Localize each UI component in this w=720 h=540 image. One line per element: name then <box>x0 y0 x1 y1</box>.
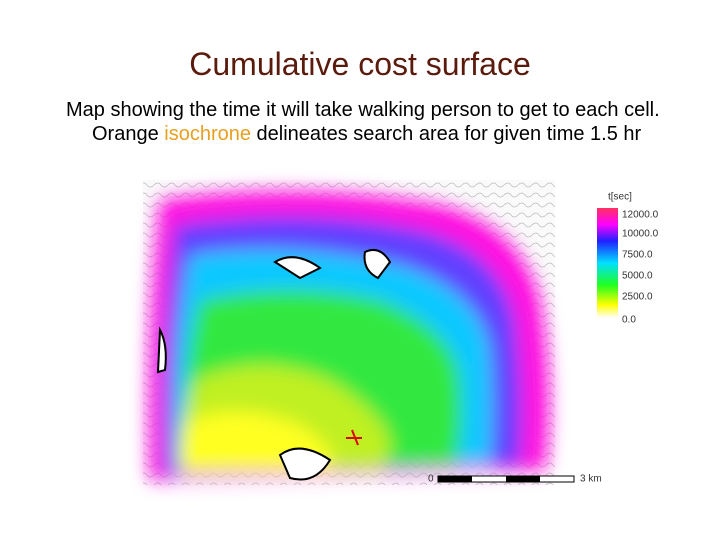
legend-label: 7500.0 <box>622 250 653 261</box>
body-text: Map showing the time it will take walkin… <box>66 98 666 146</box>
legend-label: 10000.0 <box>622 229 659 240</box>
highlight-text: isochrone <box>164 123 251 145</box>
legend-title: t[sec] <box>608 192 632 203</box>
scale-start: 0 <box>428 474 434 485</box>
legend-label: 5000.0 <box>622 271 653 282</box>
scale-end: 3 km <box>580 474 602 485</box>
body-text-part: delineates search area for given time 1.… <box>250 123 642 145</box>
legend-label: 2500.0 <box>622 292 653 303</box>
legend-label: 12000.0 <box>622 210 659 221</box>
legend-label: 0.0 <box>622 315 636 326</box>
colorbar <box>597 208 618 318</box>
scale-bar <box>437 475 575 483</box>
body-text-part: Map showing the time it will take walkin… <box>66 99 660 145</box>
map <box>143 180 555 485</box>
slide-title: Cumulative cost surface <box>189 46 531 82</box>
